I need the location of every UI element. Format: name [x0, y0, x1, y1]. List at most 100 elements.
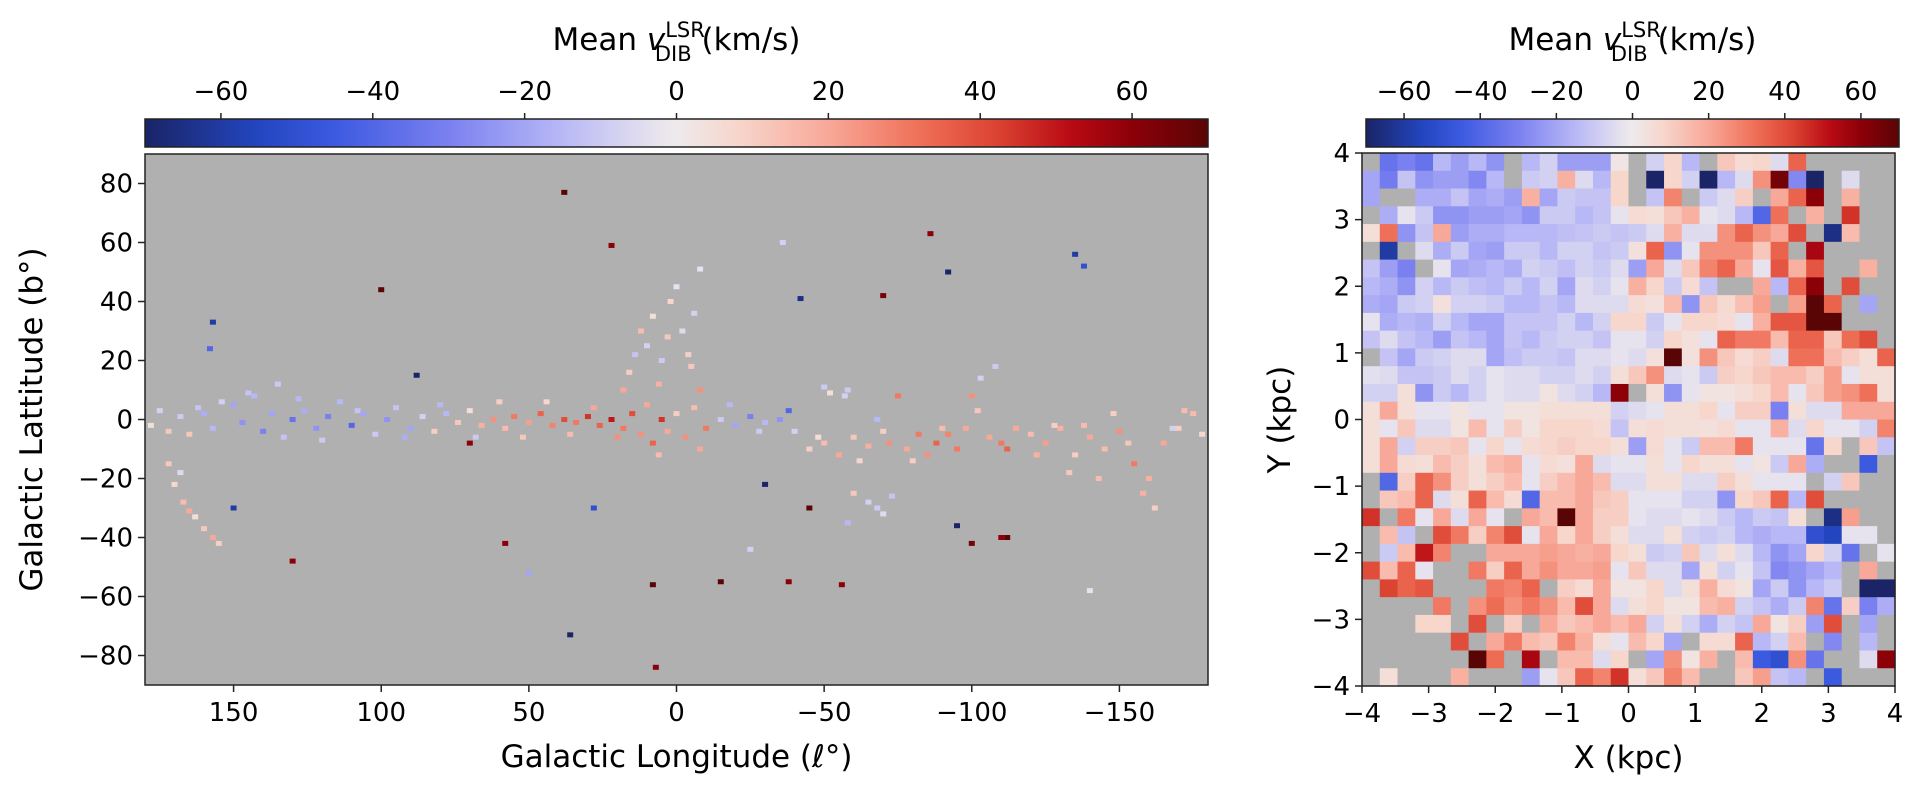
- heatmap-cell: [1841, 259, 1861, 278]
- heatmap-cell: [1859, 455, 1878, 474]
- heatmap-cell: [1433, 383, 1452, 403]
- heatmap-cell: [1592, 597, 1612, 616]
- heatmap-cell: [1415, 170, 1434, 190]
- heatmap-cell: [1486, 472, 1505, 492]
- heatmap-cell: [1877, 259, 1896, 278]
- heatmap-cell: [1841, 366, 1861, 385]
- heatmap-cell: [1450, 668, 1470, 687]
- data-point: [856, 458, 863, 464]
- heatmap-cell: [1415, 526, 1434, 545]
- heatmap-cell: [1539, 206, 1559, 225]
- heatmap-cell: [1717, 597, 1736, 616]
- data-point: [815, 434, 822, 440]
- heatmap-cell: [1646, 188, 1665, 207]
- heatmap-cell: [1362, 259, 1381, 278]
- heatmap-cell: [1646, 170, 1665, 190]
- heatmap-cell: [1610, 579, 1630, 598]
- data-point: [762, 481, 769, 487]
- heatmap-cell: [1486, 490, 1505, 509]
- heatmap-cell: [1486, 153, 1505, 172]
- heatmap-cell: [1681, 206, 1701, 225]
- data-point: [401, 434, 408, 440]
- heatmap-cell: [1521, 224, 1541, 243]
- heatmap-cell: [1415, 206, 1434, 225]
- heatmap-cell: [1521, 153, 1541, 172]
- heatmap-cell: [1557, 348, 1576, 367]
- heatmap-cell: [1521, 632, 1541, 652]
- data-point: [573, 419, 580, 425]
- heatmap-cell: [1681, 348, 1701, 367]
- heatmap-cell: [1752, 259, 1772, 278]
- heatmap-cell: [1486, 259, 1505, 278]
- heatmap-cell: [1664, 330, 1683, 350]
- heatmap-cell: [1592, 259, 1612, 278]
- heatmap-cell: [1823, 188, 1843, 207]
- heatmap-cell: [1699, 419, 1718, 438]
- heatmap-cell: [1557, 650, 1576, 669]
- heatmap-cell: [1806, 259, 1825, 278]
- heatmap-cell: [1521, 419, 1541, 438]
- heatmap-cell: [1735, 170, 1754, 190]
- heatmap-cell: [1681, 632, 1701, 652]
- heatmap-cell: [1823, 241, 1843, 261]
- heatmap-cell: [1841, 241, 1861, 261]
- data-point: [1169, 425, 1176, 431]
- heatmap-cell: [1859, 188, 1878, 207]
- heatmap-cell: [1877, 188, 1896, 207]
- heatmap-cell: [1699, 277, 1718, 296]
- heatmap-cell: [1681, 153, 1701, 172]
- heatmap-cell: [1628, 153, 1647, 172]
- data-point: [797, 296, 804, 302]
- heatmap-cell: [1397, 330, 1416, 350]
- heatmap-cell: [1379, 597, 1399, 616]
- heatmap-cell: [1575, 224, 1594, 243]
- heatmap-cell: [1664, 312, 1683, 332]
- heatmap-cell: [1823, 348, 1843, 367]
- heatmap-cell: [1699, 383, 1718, 403]
- data-point: [664, 428, 671, 434]
- heatmap-cell: [1504, 455, 1523, 474]
- heatmap-cell: [1752, 650, 1772, 669]
- heatmap-cell: [1841, 614, 1861, 634]
- heatmap-cell: [1539, 632, 1559, 652]
- heatmap-cell: [1681, 455, 1701, 474]
- heatmap-cell: [1486, 632, 1505, 652]
- heatmap-cell: [1806, 366, 1825, 385]
- heatmap-cell: [1841, 224, 1861, 243]
- heatmap-cell: [1592, 668, 1612, 687]
- heatmap-cell: [1557, 543, 1576, 563]
- heatmap-cell: [1752, 526, 1772, 545]
- heatmap-cell: [1877, 437, 1896, 456]
- heatmap-cell: [1681, 490, 1701, 509]
- heatmap-cell: [1397, 508, 1416, 527]
- heatmap-cell: [1379, 153, 1399, 172]
- heatmap-cell: [1468, 579, 1487, 598]
- heatmap-cell: [1806, 188, 1825, 207]
- heatmap-cell: [1379, 490, 1399, 509]
- heatmap-cell: [1628, 366, 1647, 385]
- heatmap-cell: [1521, 366, 1541, 385]
- heatmap-cell: [1699, 632, 1718, 652]
- heatmap-cell: [1877, 455, 1896, 474]
- heatmap-cell: [1770, 241, 1789, 261]
- data-point: [664, 334, 671, 340]
- heatmap-cell: [1592, 241, 1612, 261]
- heatmap-cell: [1379, 614, 1399, 634]
- heatmap-cell: [1575, 561, 1594, 580]
- heatmap-cell: [1859, 668, 1878, 687]
- data-point: [1042, 440, 1049, 446]
- heatmap-cell: [1877, 668, 1896, 687]
- data-point: [889, 493, 896, 499]
- data-point: [915, 431, 922, 437]
- heatmap-cell: [1735, 188, 1754, 207]
- heatmap-cell: [1486, 241, 1505, 261]
- heatmap-cell: [1788, 526, 1807, 545]
- heatmap-cell: [1699, 241, 1718, 261]
- heatmap-cell: [1788, 614, 1807, 634]
- heatmap-cell: [1450, 455, 1470, 474]
- heatmap-cell: [1806, 277, 1825, 296]
- heatmap-cell: [1397, 419, 1416, 438]
- y-tick-label: 4: [1333, 139, 1350, 169]
- colorbar-tick-label: −40: [1453, 77, 1508, 107]
- heatmap-cell: [1610, 419, 1630, 438]
